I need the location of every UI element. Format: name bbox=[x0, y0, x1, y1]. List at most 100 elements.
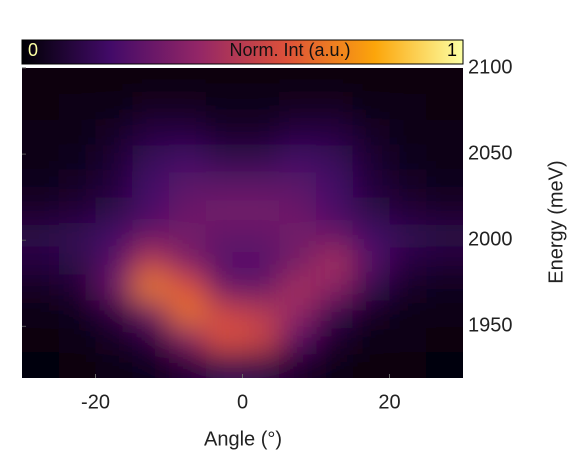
heatmap-cell bbox=[279, 274, 317, 301]
heatmap-cell bbox=[242, 300, 280, 327]
heatmap-cell bbox=[169, 119, 207, 146]
heatmap-cell bbox=[58, 352, 96, 378]
heatmap-cell bbox=[352, 119, 390, 146]
heatmap-cell bbox=[95, 68, 133, 95]
heatmap-cell bbox=[389, 274, 427, 301]
heatmap-cell bbox=[22, 93, 60, 121]
heatmap-cell bbox=[352, 274, 390, 301]
heatmap-cell bbox=[426, 248, 463, 276]
heatmap-cell bbox=[169, 223, 207, 250]
heatmap-cell bbox=[22, 171, 60, 198]
heatmap-cell bbox=[132, 197, 170, 224]
heatmap-cell bbox=[22, 145, 60, 172]
x-tick-label: -20 bbox=[81, 391, 110, 413]
heatmap-cell bbox=[22, 68, 60, 95]
heatmap-cell bbox=[316, 300, 354, 327]
heatmap-cell bbox=[316, 274, 354, 301]
colorbar-tick-label: 0 bbox=[28, 40, 38, 60]
heatmap-cell bbox=[352, 145, 390, 172]
heatmap-cell bbox=[22, 326, 60, 353]
heatmap-cell bbox=[58, 300, 96, 327]
heatmap-cell bbox=[58, 197, 96, 224]
heatmap-cell bbox=[58, 68, 96, 95]
heatmap-cell bbox=[95, 300, 133, 327]
heatmap-cell bbox=[58, 248, 96, 276]
heatmap-cell bbox=[205, 274, 243, 301]
heatmap-cell bbox=[132, 119, 170, 146]
heatmap-cell bbox=[316, 145, 354, 172]
heatmap-cell bbox=[205, 352, 243, 378]
heatmap-cell bbox=[242, 145, 280, 172]
heatmap-cell bbox=[242, 352, 280, 378]
heatmap-cell bbox=[279, 248, 317, 276]
heatmap-cell bbox=[389, 145, 427, 172]
heatmap-cell bbox=[169, 197, 207, 224]
heatmap-cell bbox=[205, 326, 243, 353]
heatmap-cell bbox=[205, 223, 243, 250]
heatmap-cell bbox=[132, 223, 170, 250]
heatmap-cell bbox=[426, 68, 463, 95]
heatmap-cell bbox=[242, 326, 280, 353]
y-tick-label: 2050 bbox=[468, 142, 513, 164]
heatmap-cell bbox=[95, 223, 133, 250]
heatmap-cell bbox=[389, 197, 427, 224]
heatmap-cells bbox=[22, 68, 463, 378]
heatmap-cell bbox=[389, 352, 427, 378]
heatmap-cell bbox=[58, 326, 96, 353]
heatmap-cell bbox=[58, 119, 96, 146]
heatmap-cell bbox=[316, 119, 354, 146]
heatmap-cell bbox=[205, 93, 243, 121]
heatmap-cell bbox=[352, 171, 390, 198]
heatmap-cell bbox=[352, 197, 390, 224]
heatmap-cell bbox=[279, 352, 317, 378]
heatmap-cell bbox=[169, 145, 207, 172]
heatmap-cell bbox=[279, 300, 317, 327]
heatmap-cell bbox=[389, 300, 427, 327]
heatmap-cell bbox=[316, 171, 354, 198]
heatmap-cell bbox=[58, 171, 96, 198]
heatmap-cell bbox=[279, 93, 317, 121]
heatmap-cell bbox=[205, 145, 243, 172]
heatmap-cell bbox=[132, 145, 170, 172]
heatmap-cell bbox=[426, 300, 463, 327]
heatmap-cell bbox=[95, 119, 133, 146]
heatmap-cell bbox=[205, 68, 243, 95]
y-tick-label: 2000 bbox=[468, 229, 513, 251]
heatmap-cell bbox=[132, 68, 170, 95]
heatmap-cell bbox=[242, 274, 280, 301]
heatmap-cell bbox=[169, 300, 207, 327]
heatmap-cell bbox=[95, 145, 133, 172]
colorbar bbox=[21, 39, 464, 65]
heatmap-cell bbox=[352, 93, 390, 121]
heatmap-cell bbox=[169, 326, 207, 353]
heatmap-cell bbox=[58, 223, 96, 250]
heatmap-cell bbox=[426, 223, 463, 250]
heatmap-cell bbox=[316, 223, 354, 250]
heatmap-cell bbox=[426, 93, 463, 121]
heatmap-cell bbox=[169, 171, 207, 198]
x-axis-title: Angle (°) bbox=[204, 428, 282, 450]
heatmap-cell bbox=[352, 68, 390, 95]
heatmap-cell bbox=[426, 352, 463, 378]
heatmap-cell bbox=[426, 326, 463, 353]
heatmap-cell bbox=[132, 248, 170, 276]
heatmap-cell bbox=[132, 326, 170, 353]
heatmap-cell bbox=[426, 145, 463, 172]
heatmap bbox=[22, 68, 463, 378]
heatmap-cell bbox=[316, 352, 354, 378]
heatmap-cell bbox=[352, 248, 390, 276]
heatmap-cell bbox=[95, 248, 133, 276]
heatmap-cell bbox=[316, 93, 354, 121]
heatmap-cell bbox=[279, 171, 317, 198]
y-tick-label: 2100 bbox=[468, 56, 513, 78]
colorbar-label: Norm. Int (a.u.) bbox=[229, 40, 350, 60]
heatmap-cell bbox=[205, 300, 243, 327]
heatmap-cell bbox=[22, 300, 60, 327]
heatmap-cell bbox=[169, 248, 207, 276]
heatmap-cell bbox=[132, 300, 170, 327]
heatmap-cell bbox=[58, 274, 96, 301]
heatmap-cell bbox=[132, 352, 170, 378]
heatmap-cell bbox=[279, 223, 317, 250]
heatmap-cell bbox=[242, 248, 280, 276]
heatmap-cell bbox=[389, 68, 427, 95]
